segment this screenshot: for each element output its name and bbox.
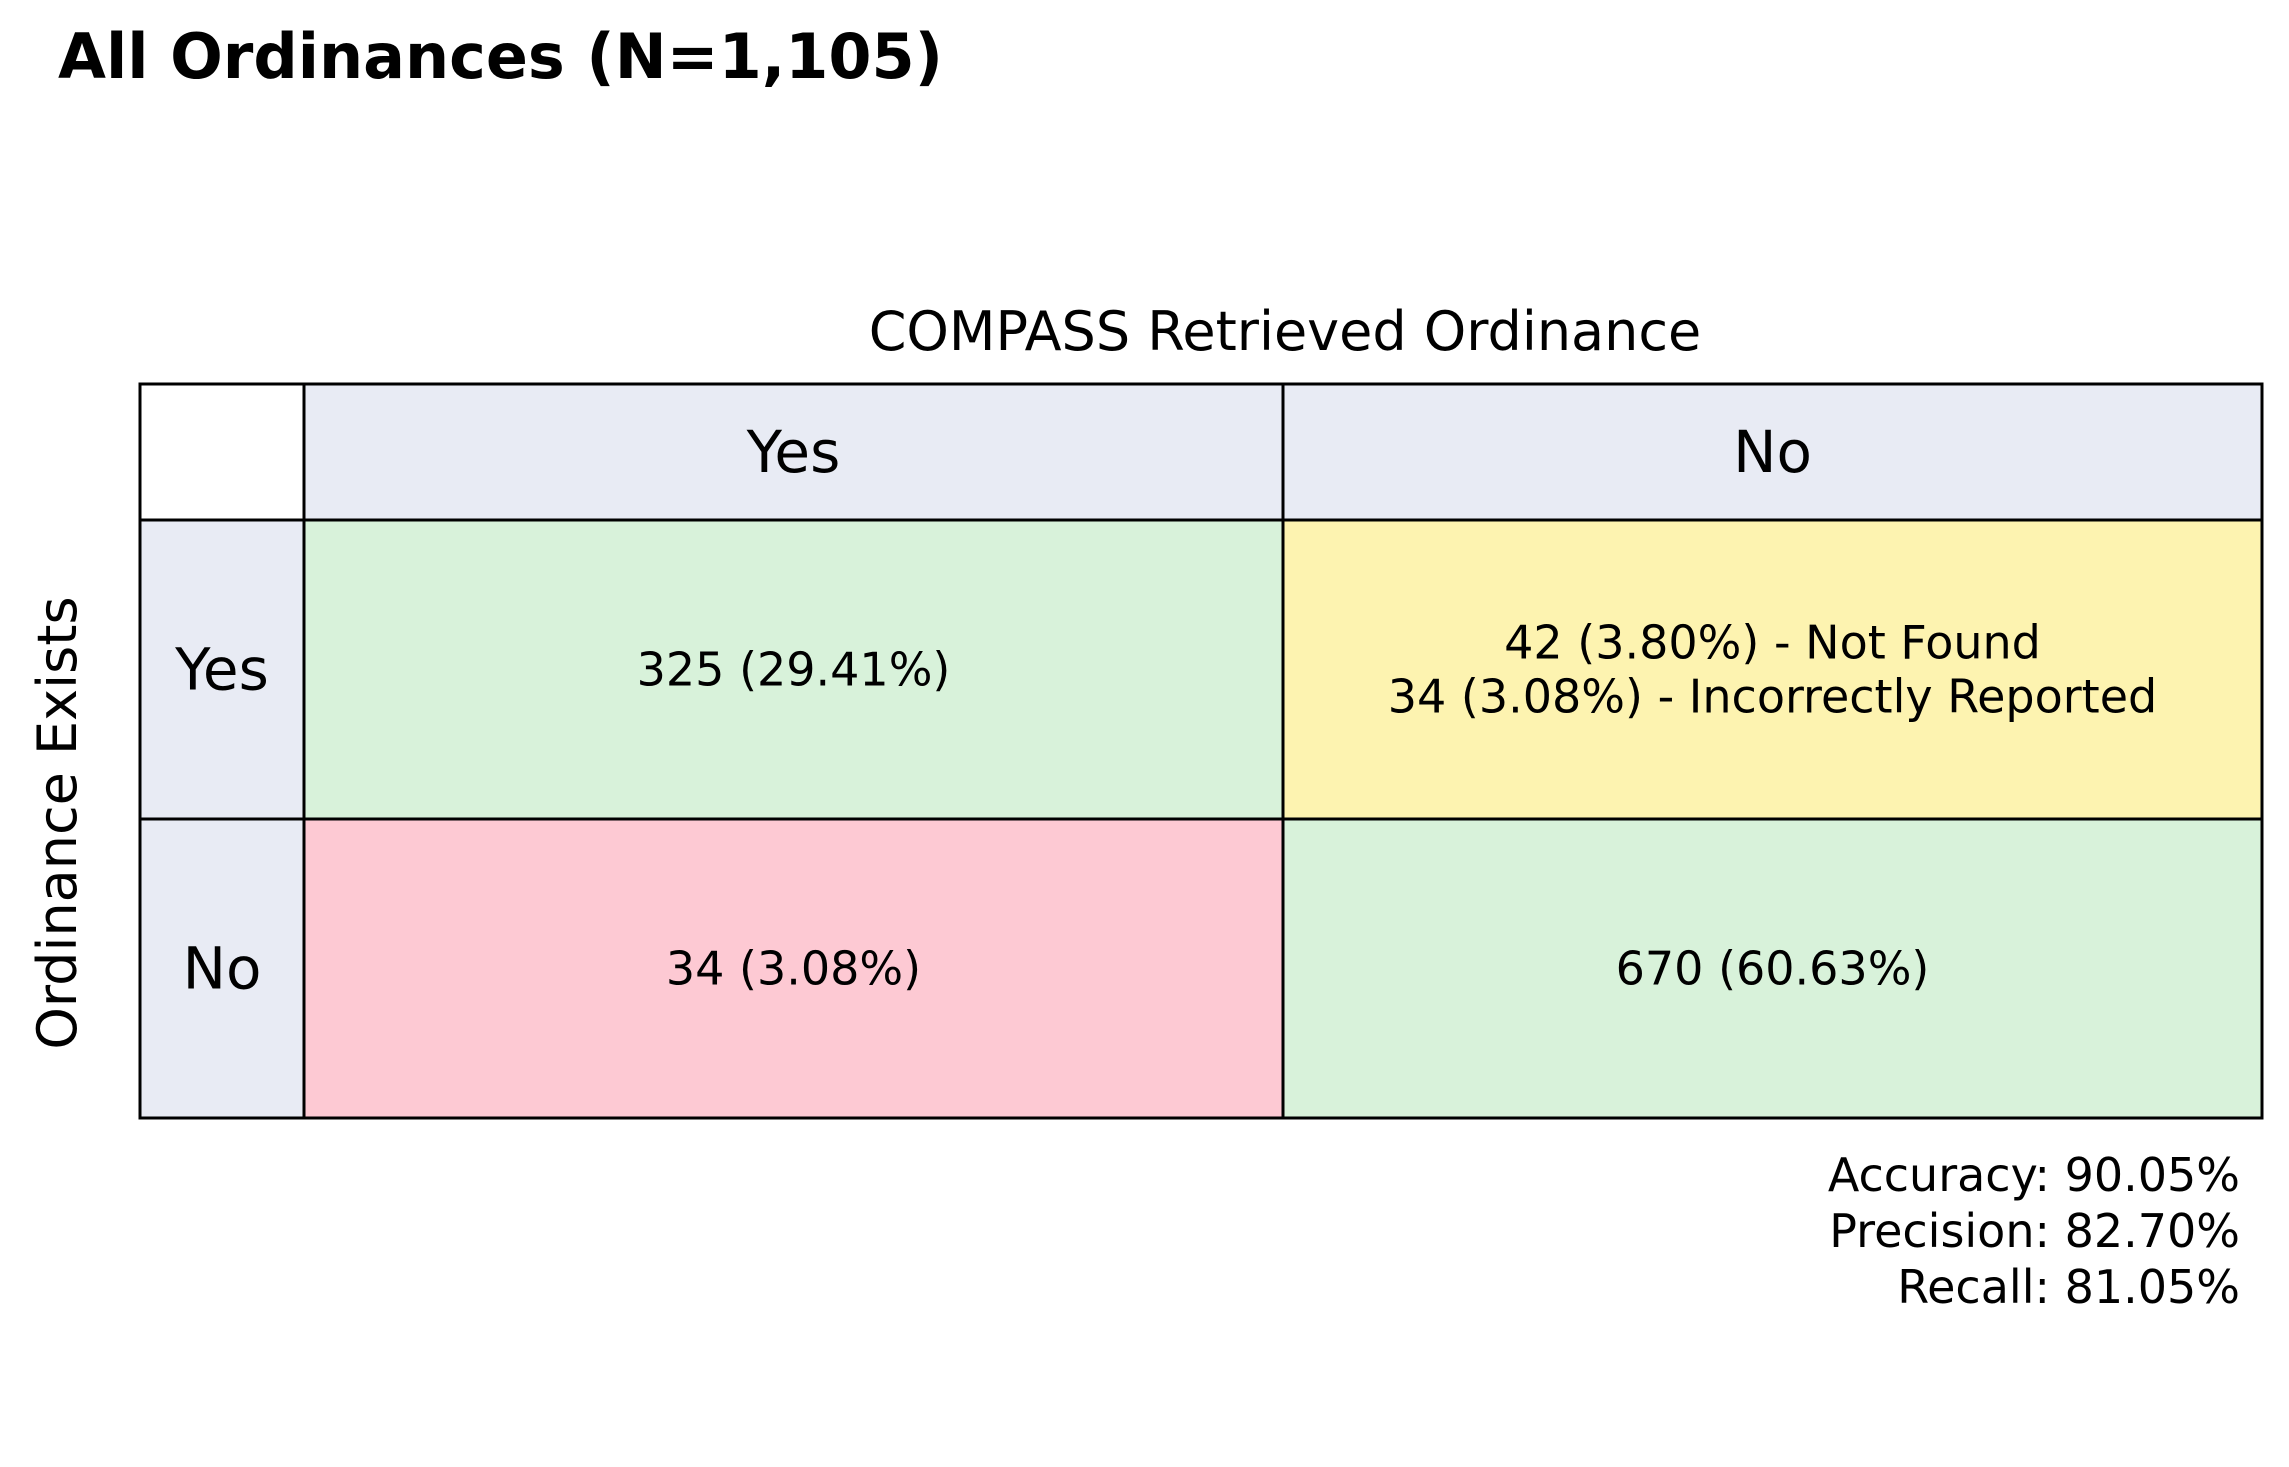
metrics-summary: Accuracy: 90.05%Precision: 82.70%Recall:… bbox=[1828, 1148, 2240, 1314]
cell-no-no bbox=[1281, 817, 2264, 1120]
cell-no-no-value-1: 670 (60.63%) bbox=[1616, 942, 1930, 996]
metric-recall: Recall: 81.05% bbox=[1897, 1260, 2240, 1314]
column-header-cell-yes bbox=[302, 382, 1285, 522]
row-header-cell-yes bbox=[138, 518, 306, 821]
column-header-cell-no bbox=[1281, 382, 2264, 522]
corner-cell bbox=[138, 382, 306, 522]
row-header-label-yes: Yes bbox=[174, 636, 269, 704]
cell-yes-no bbox=[1281, 518, 2264, 821]
cell-yes-yes bbox=[302, 518, 1285, 821]
metric-accuracy: Accuracy: 90.05% bbox=[1828, 1148, 2240, 1202]
cell-yes-no-value-1: 42 (3.80%) - Not Found bbox=[1504, 616, 2041, 670]
column-header-label-no: No bbox=[1733, 418, 1812, 486]
confusion-table: Yes No Yes No 325 (29.41%) 42 (3.80%) - Not F… bbox=[138, 382, 2264, 1120]
cell-no-yes bbox=[302, 817, 1285, 1120]
cell-yes-yes-value-1: 325 (29.41%) bbox=[637, 643, 951, 697]
column-axis-label: COMPASS Retrieved Ordinance bbox=[869, 300, 1702, 363]
figure-title: All Ordinances (N=1,105) bbox=[58, 20, 943, 93]
cell-yes-no-value-2: 34 (3.08%) - Incorrectly Reported bbox=[1388, 670, 2157, 724]
cell-no-yes-value-1: 34 (3.08%) bbox=[666, 942, 921, 996]
row-header-cell-no bbox=[138, 817, 306, 1120]
row-axis-label: Ordinance Exists bbox=[26, 596, 89, 1049]
column-header-label-yes: Yes bbox=[746, 418, 841, 486]
row-header-label-no: No bbox=[183, 935, 262, 1003]
metric-precision: Precision: 82.70% bbox=[1829, 1204, 2240, 1258]
